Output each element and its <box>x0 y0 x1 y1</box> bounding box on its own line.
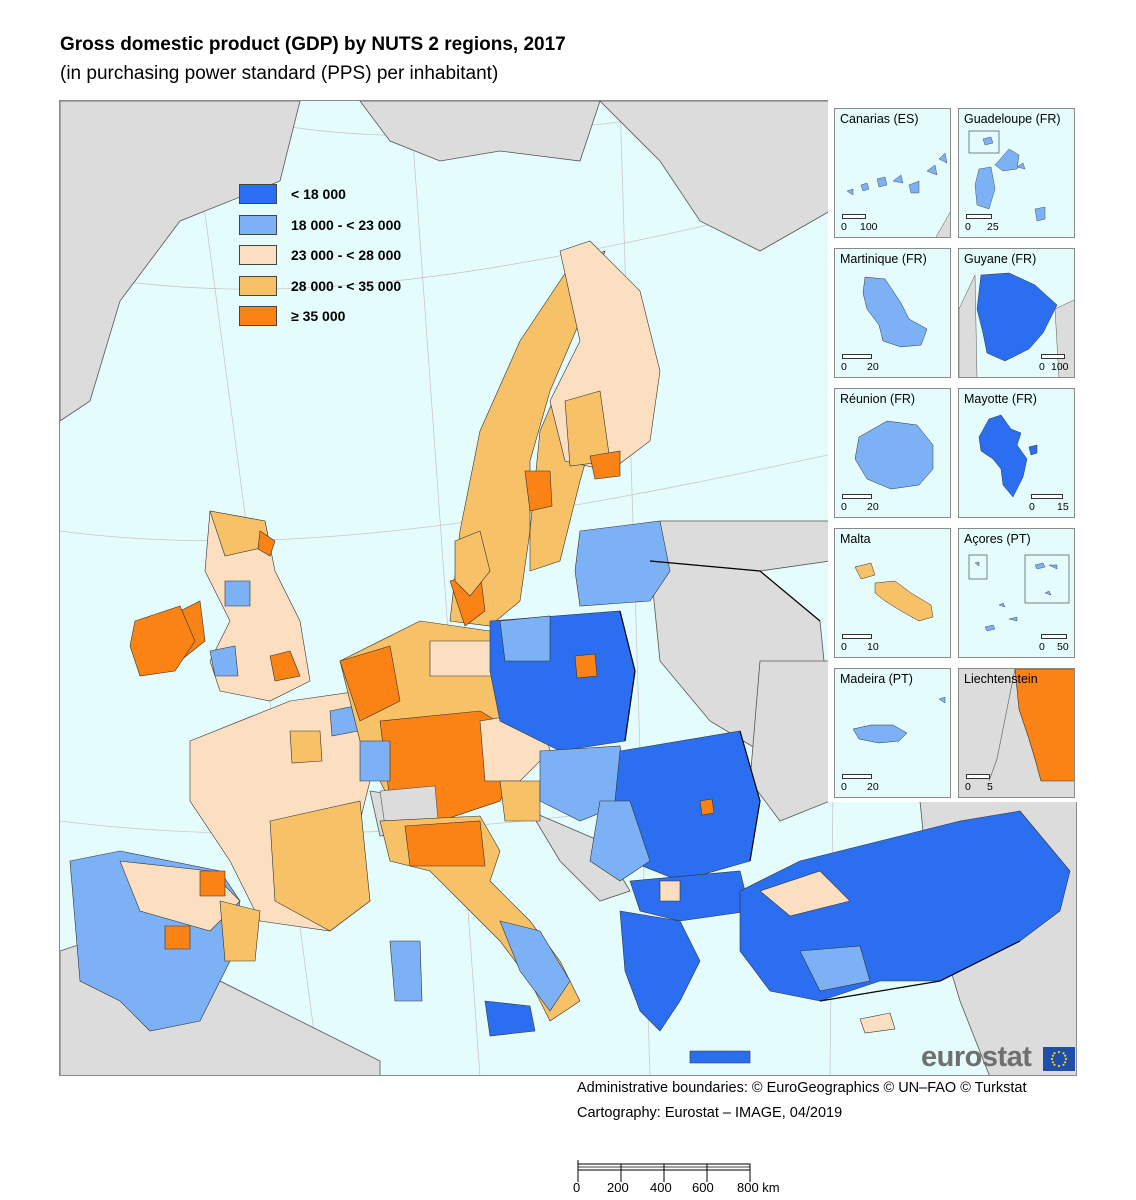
inset-scale-max: 100 <box>1051 361 1069 373</box>
inset-scale-0: 0 <box>841 641 847 653</box>
inset-scale-0: 0 <box>965 781 971 793</box>
inset-scale-0: 0 <box>1039 361 1045 373</box>
inset-scale-max: 15 <box>1057 501 1069 513</box>
eu-flag-icon <box>1043 1047 1075 1071</box>
inset-scale-0: 0 <box>841 781 847 793</box>
credits-boundaries: Administrative boundaries: © EuroGeograp… <box>577 1080 1027 1096</box>
inset-scale-bar <box>966 214 992 219</box>
inset-guyane-graphic <box>959 272 1074 377</box>
inset-scale-0: 0 <box>1029 501 1035 513</box>
legend-swatch-4 <box>239 275 277 296</box>
main-scale-bar <box>577 1160 751 1182</box>
legend-swatch-5 <box>239 306 277 326</box>
inset-madeira-graphic <box>852 696 946 744</box>
inset-mayotte: Mayotte (FR) 0 15 <box>958 388 1075 518</box>
inset-scale-bar <box>842 214 866 219</box>
legend-item: < 18 000 <box>239 184 401 204</box>
inset-scale-0: 0 <box>841 361 847 373</box>
inset-title: Guyane (FR) <box>964 252 1037 266</box>
inset-scale-bar <box>966 774 990 779</box>
inset-scale-bar <box>842 354 872 359</box>
inset-scale-0: 0 <box>841 501 847 513</box>
inset-scale-0: 0 <box>965 221 971 233</box>
scale-tick-label: 400 <box>650 1180 672 1195</box>
inset-title: Liechtenstein <box>964 672 1038 686</box>
inset-acores: Açores (PT) 0 50 <box>958 528 1075 658</box>
scale-tick-label: 200 <box>607 1180 629 1195</box>
inset-guyane: Guyane (FR) 0 100 <box>958 248 1075 378</box>
legend-item: 28 000 - < 35 000 <box>239 275 402 296</box>
inset-guadeloupe: Guadeloupe (FR) 0 25 <box>958 108 1075 238</box>
legend-item: 23 000 - < 28 000 <box>239 245 401 265</box>
inset-scale-0: 0 <box>841 221 847 233</box>
inset-title: Canarias (ES) <box>840 112 919 126</box>
inset-title: Madeira (PT) <box>840 672 913 686</box>
inset-scale-max: 50 <box>1057 641 1069 653</box>
inset-reunion: Réunion (FR) 0 20 <box>834 388 951 518</box>
inset-title: Malta <box>840 532 871 546</box>
inset-martinique: Martinique (FR) 0 20 <box>834 248 951 378</box>
inset-scale-max: 20 <box>867 781 879 793</box>
inset-scale-max: 20 <box>867 501 879 513</box>
inset-scale-bar <box>1041 354 1065 359</box>
inset-canarias: Canarias (ES) 0 100 <box>834 108 951 238</box>
inset-scale-bar <box>1031 494 1063 499</box>
map-title: Gross domestic product (GDP) by NUTS 2 r… <box>60 34 566 55</box>
inset-madeira: Madeira (PT) 0 20 <box>834 668 951 798</box>
legend-label: ≥ 35 000 <box>291 308 346 324</box>
inset-title: Guadeloupe (FR) <box>964 112 1061 126</box>
inset-title: Mayotte (FR) <box>964 392 1037 406</box>
scale-tick-label: 800 km <box>737 1180 780 1195</box>
legend-swatch-2 <box>239 214 277 235</box>
inset-scale-max: 25 <box>987 221 999 233</box>
legend-swatch-3 <box>239 245 277 265</box>
legend-label: < 18 000 <box>291 186 346 202</box>
map-subtitle: (in purchasing power standard (PPS) per … <box>60 63 499 84</box>
legend-label: 23 000 - < 28 000 <box>291 247 402 263</box>
inset-acores-graphic <box>968 554 1070 632</box>
inset-panel: Canarias (ES) 0 100 Guadeloupe (FR) <box>828 100 1077 802</box>
inset-guadeloupe-graphic <box>968 130 1046 222</box>
legend-swatch-1 <box>239 184 277 204</box>
legend-label: 18 000 - < 23 000 <box>291 216 402 233</box>
inset-scale-max: 10 <box>867 641 879 653</box>
legend-label: 28 000 - < 35 000 <box>291 277 402 294</box>
inset-liechtenstein: Liechtenstein 0 5 <box>958 668 1075 798</box>
inset-scale-bar <box>842 494 872 499</box>
logo-text: eurostat <box>921 1041 1032 1073</box>
inset-reunion-graphic <box>854 420 934 490</box>
legend: < 18 000 18 000 - < 23 000 23 000 - < 28… <box>239 184 401 337</box>
inset-scale-max: 100 <box>860 221 878 233</box>
inset-title: Açores (PT) <box>964 532 1031 546</box>
inset-title: Martinique (FR) <box>840 252 927 266</box>
inset-scale-bar <box>842 634 872 639</box>
inset-malta: Malta 0 10 <box>834 528 951 658</box>
legend-item: 18 000 - < 23 000 <box>239 214 402 235</box>
inset-scale-max: 5 <box>987 781 993 793</box>
inset-malta-graphic <box>854 562 934 622</box>
scale-tick-label: 600 <box>692 1180 714 1195</box>
inset-scale-max: 20 <box>867 361 879 373</box>
inset-scale-0: 0 <box>1039 641 1045 653</box>
inset-mayotte-graphic <box>978 414 1038 498</box>
inset-scale-bar <box>842 774 872 779</box>
credits-cartography: Cartography: Eurostat – IMAGE, 04/2019 <box>577 1105 843 1121</box>
inset-canarias-graphic <box>846 152 950 237</box>
legend-item: ≥ 35 000 <box>239 306 401 326</box>
inset-scale-bar <box>1041 634 1067 639</box>
inset-title: Réunion (FR) <box>840 392 916 406</box>
europe-map-graphic <box>60 101 1076 1075</box>
scale-tick-label: 0 <box>573 1180 581 1195</box>
inset-martinique-graphic <box>862 276 928 348</box>
eurostat-logo: eurostat <box>921 1041 1077 1075</box>
